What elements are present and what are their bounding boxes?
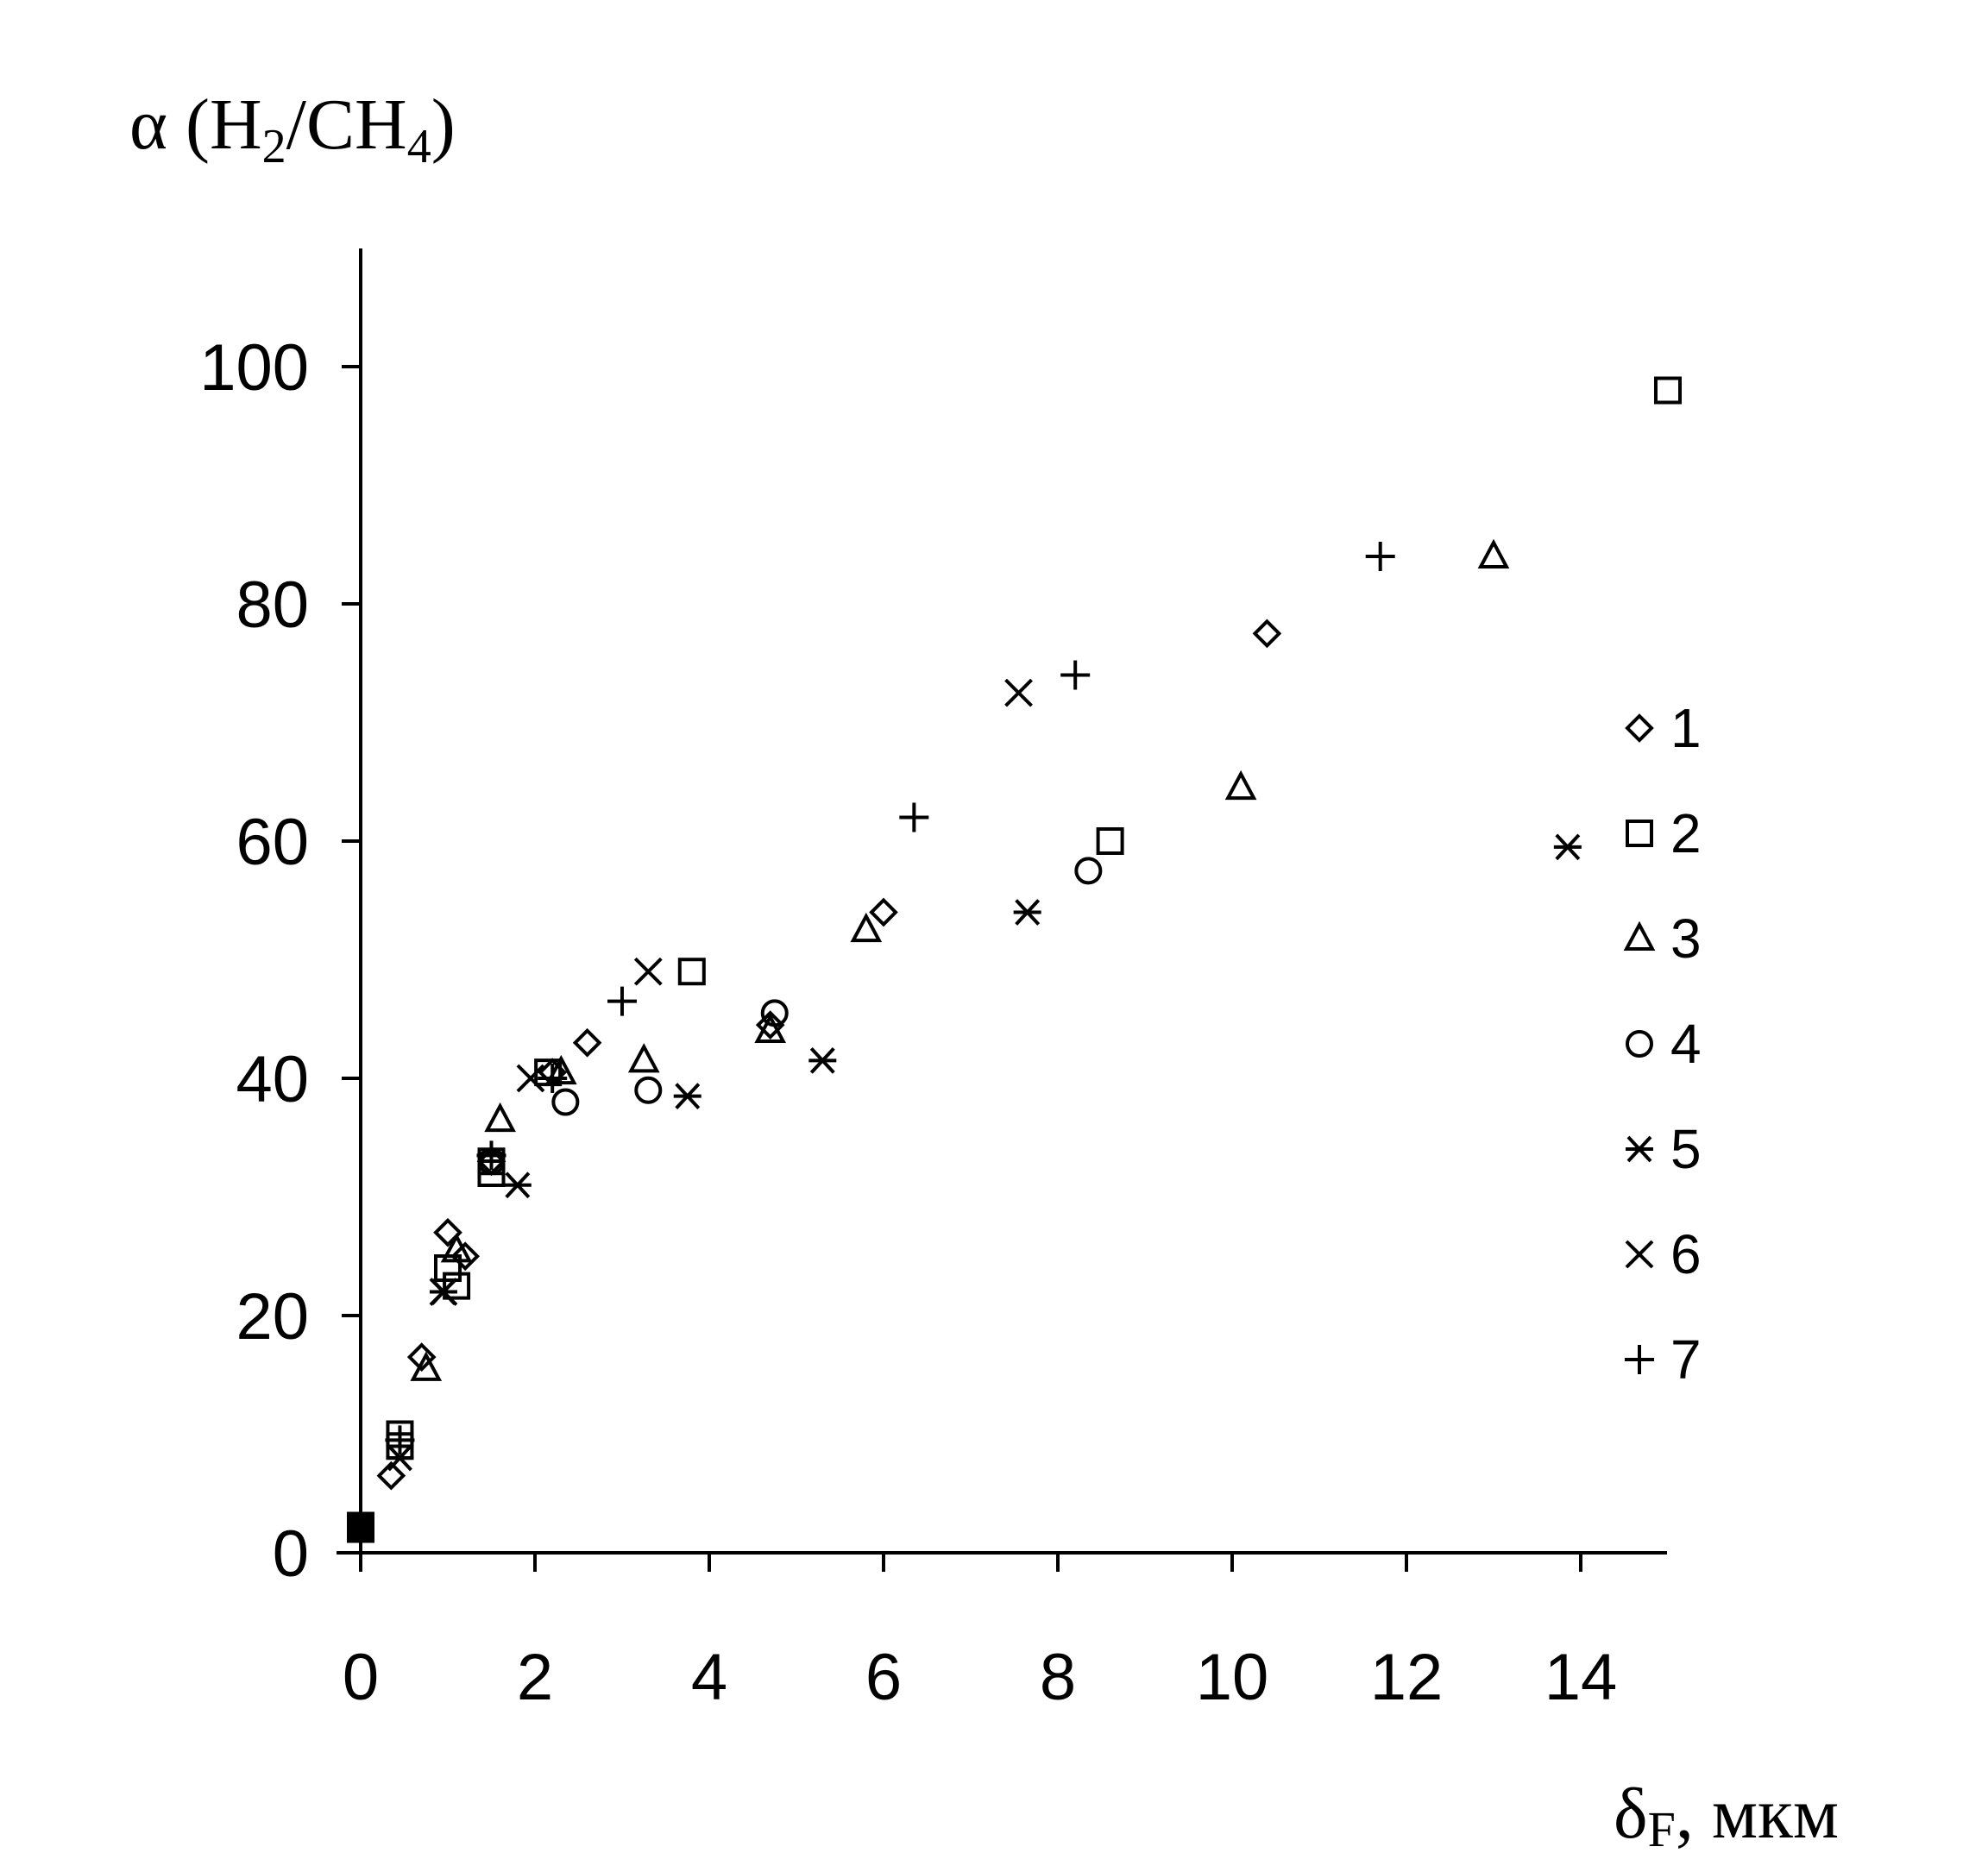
data-point-series-4 (634, 1076, 663, 1104)
data-point-series-3 (627, 1043, 660, 1073)
legend-marker (1623, 920, 1656, 951)
legend: 1 2 3 4 5 6 7 (1623, 697, 1702, 1391)
x-tick-label: 0 (343, 1641, 379, 1714)
y-axis-title-open: (H (167, 85, 262, 165)
x-tick-label: 8 (1040, 1641, 1076, 1714)
legend-item-1: 1 (1625, 697, 1702, 759)
data-point-series-2 (1096, 827, 1124, 855)
x-axis-title: δF, мкм (1614, 1774, 1839, 1853)
data-point-series-3 (1224, 769, 1257, 801)
data-point-series-7 (607, 986, 637, 1016)
legend-marker (1626, 820, 1653, 847)
x-tick-label: 12 (1370, 1641, 1444, 1714)
data-point-series-1 (1252, 619, 1282, 649)
data-point-series-3 (754, 1013, 787, 1043)
y-tick-label: 40 (236, 1043, 309, 1116)
legend-marker (1625, 1240, 1654, 1269)
data-point-series-7 (476, 1140, 506, 1171)
legend-marker (1625, 713, 1654, 743)
data-point-series-1 (406, 1342, 437, 1372)
data-point-series-7 (1060, 660, 1091, 690)
data-point-series-4 (760, 999, 789, 1027)
x-tick-label: 10 (1196, 1641, 1269, 1714)
legend-marker (1626, 1030, 1653, 1058)
data-point-series-3 (544, 1054, 577, 1085)
data-point-series-4 (551, 1088, 580, 1116)
x-axis-title-rest: , мкм (1676, 1774, 1839, 1853)
data-point-series-4 (1074, 857, 1103, 885)
x-tick-label: 6 (865, 1641, 902, 1714)
y-axis-title-mid: /CH (286, 85, 407, 165)
data-point-series-2 (443, 1272, 471, 1300)
x-tick-label: 2 (517, 1641, 553, 1714)
y-tick-label: 0 (273, 1517, 309, 1591)
data-point-series-3 (410, 1351, 443, 1381)
y-axis-title: α (H2/CH4) (129, 85, 456, 173)
data-point-series-6 (516, 1064, 545, 1093)
data-point-series-3 (484, 1102, 516, 1133)
x-axis-title-sub: F (1648, 1801, 1676, 1853)
data-point-series-5 (1013, 899, 1041, 926)
data-points (347, 376, 1682, 1543)
data-point-series-2 (1654, 376, 1682, 405)
legend-marker (1625, 1345, 1654, 1374)
y-axis-title-sub2: 4 (407, 120, 431, 173)
data-point-series-5 (808, 1047, 837, 1074)
y-axis-title-sub1: 2 (262, 120, 286, 173)
legend-item-7: 7 (1625, 1329, 1702, 1391)
legend-item-5: 5 (1626, 1118, 1702, 1180)
legend-item-4: 4 (1626, 1013, 1702, 1075)
y-tick-label: 100 (199, 331, 309, 405)
data-point-series-7 (385, 1425, 415, 1455)
data-point-series-6 (429, 1278, 458, 1306)
y-tick-label: 60 (236, 806, 309, 879)
legend-label: 5 (1670, 1118, 1702, 1180)
data-point-series-6 (633, 957, 663, 986)
data-point-series-7 (1365, 542, 1395, 571)
data-point-series-5 (386, 1444, 414, 1472)
y-tick-label: 20 (236, 1280, 309, 1354)
data-point-series-1 (433, 1217, 462, 1247)
data-point-series-1 (572, 1027, 602, 1058)
x-axis-title-symbol: δ (1614, 1774, 1648, 1853)
origin-filled-square (347, 1511, 374, 1543)
data-point-series-3 (850, 912, 883, 943)
data-point-series-3 (440, 1233, 473, 1263)
data-point-series-2 (677, 958, 706, 986)
data-point-series-3 (1477, 538, 1510, 568)
data-point-series-1 (376, 1460, 406, 1491)
x-axis-ticks: 0 2 4 6 8 10 12 14 (343, 1553, 1617, 1714)
data-point-series-1 (869, 897, 898, 927)
y-tick-label: 80 (236, 568, 309, 642)
legend-label: 2 (1670, 802, 1702, 864)
x-tick-label: 4 (691, 1641, 727, 1714)
legend-label: 1 (1670, 697, 1702, 759)
x-tick-label: 14 (1544, 1641, 1618, 1714)
y-axis-title-symbol: α (129, 85, 167, 165)
legend-label: 7 (1670, 1329, 1702, 1391)
data-point-series-5 (673, 1083, 701, 1109)
legend-label: 4 (1670, 1013, 1702, 1075)
data-point-series-7 (538, 1064, 568, 1093)
legend-item-6: 6 (1625, 1223, 1702, 1285)
data-point-series-5 (1553, 833, 1582, 861)
data-point-series-6 (1004, 678, 1033, 707)
axes (337, 248, 1667, 1558)
legend-item-3: 3 (1623, 908, 1702, 970)
data-point-series-5 (503, 1171, 532, 1199)
legend-item-2: 2 (1626, 802, 1702, 864)
y-axis-title-close: ) (431, 85, 456, 165)
data-point-series-1 (450, 1241, 481, 1272)
legend-label: 6 (1670, 1223, 1702, 1285)
legend-marker (1626, 1135, 1653, 1163)
y-axis-ticks: 0 20 40 60 80 100 (199, 331, 361, 1591)
data-point-series-1 (755, 1010, 785, 1040)
legend-label: 3 (1670, 908, 1702, 970)
data-point-series-7 (899, 802, 929, 832)
